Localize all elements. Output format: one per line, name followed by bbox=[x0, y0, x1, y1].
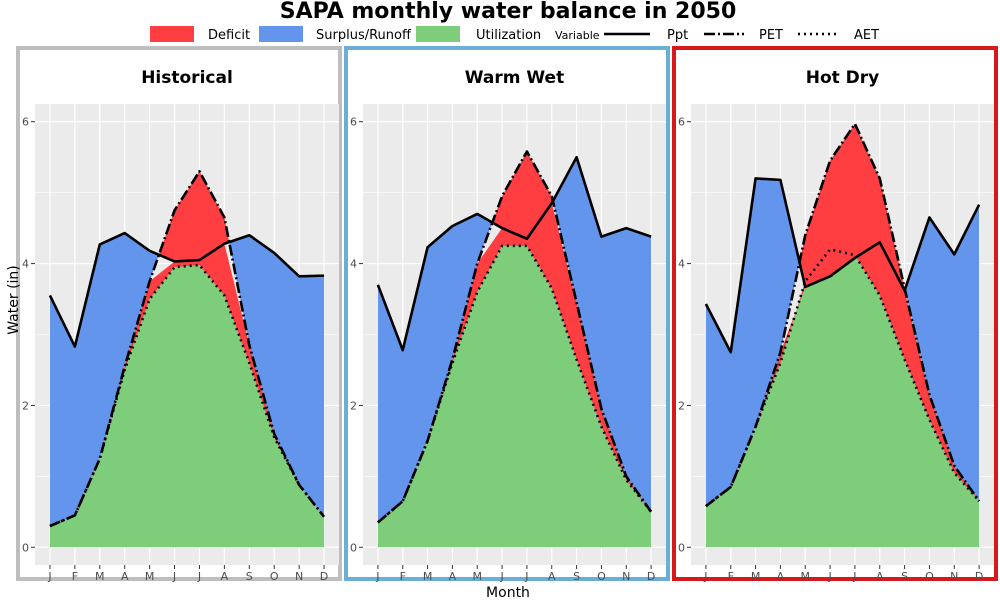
x-tick-label-1-3: A bbox=[449, 570, 457, 583]
y-tick-label-0-3: 6 bbox=[22, 116, 29, 129]
axes-2: 0 2 4 6 J F M A M J J A S O N D bbox=[678, 116, 983, 583]
x-tick-label-1-1: F bbox=[400, 570, 406, 583]
areas-1 bbox=[377, 151, 652, 548]
axes-0: 0 2 4 6 J F M A M J J A S O N D bbox=[22, 116, 328, 583]
pet-line-1 bbox=[377, 150, 653, 524]
x-tick-label-0-11: D bbox=[320, 570, 328, 583]
x-tick-label-2-1: F bbox=[728, 570, 734, 583]
y-tick-label-0-2: 4 bbox=[22, 258, 29, 271]
utilization-area-0 bbox=[49, 264, 325, 548]
areas-0 bbox=[49, 171, 325, 548]
y-tick-label-0-1: 2 bbox=[22, 399, 29, 412]
panel-title-1: Warm Wet bbox=[465, 68, 564, 88]
x-tick-label-1-6: J bbox=[524, 570, 528, 583]
ppt-line-1 bbox=[376, 155, 652, 352]
y-tick-label-1-3: 6 bbox=[350, 116, 357, 129]
lines-1 bbox=[376, 150, 653, 524]
x-tick-label-2-8: S bbox=[901, 570, 908, 583]
x-tick-label-2-10: N bbox=[950, 570, 958, 583]
x-tick-label-2-9: O bbox=[925, 570, 934, 583]
x-tick-label-1-10: N bbox=[622, 570, 630, 583]
legend: Deficit Surplus/Runoff Utilization Variable… bbox=[150, 26, 879, 43]
legend-label-0: Deficit bbox=[208, 28, 250, 43]
x-tick-label-0-9: O bbox=[270, 570, 279, 583]
y-tick-label-1-0: 0 bbox=[350, 541, 357, 554]
surplus-area-0 bbox=[229, 235, 325, 517]
x-tick-label-0-10: N bbox=[295, 570, 303, 583]
x-tick-label-2-5: J bbox=[827, 570, 831, 583]
utilization-area-2 bbox=[705, 249, 980, 548]
panel-1: Warm Wet 0 2 4 6 J F M A M J J A S O N D bbox=[344, 46, 670, 583]
surplus-area-1 bbox=[552, 157, 652, 512]
aet-line-1 bbox=[377, 244, 653, 524]
legend-line-label-1: PET bbox=[759, 28, 783, 43]
x-tick-label-0-5: J bbox=[172, 570, 176, 583]
deficit-band-2 bbox=[705, 242, 980, 507]
x-tick-label-0-6: J bbox=[197, 570, 201, 583]
x-tick-label-1-4: M bbox=[472, 570, 482, 583]
surplus-area-1 bbox=[377, 213, 493, 523]
x-tick-label-0-2: M bbox=[95, 570, 105, 583]
y-tick-label-2-0: 0 bbox=[678, 541, 685, 554]
x-tick-label-2-2: M bbox=[751, 570, 761, 583]
lines-0 bbox=[48, 170, 326, 528]
y-tick-label-0-0: 0 bbox=[22, 541, 29, 554]
panel-2: Hot Dry 0 2 4 6 J F M A M J J A S O N D bbox=[672, 46, 998, 583]
y-tick-label-2-1: 2 bbox=[678, 399, 685, 412]
legend-swatch-0 bbox=[150, 26, 194, 42]
x-axis-label: Month bbox=[486, 585, 530, 600]
utilization-area-1 bbox=[377, 245, 652, 548]
surplus-area-2 bbox=[904, 204, 980, 502]
y-tick-label-1-2: 4 bbox=[350, 258, 357, 271]
deficit-area-1 bbox=[492, 151, 553, 239]
x-tick-label-0-1: F bbox=[72, 570, 78, 583]
lines-2 bbox=[704, 122, 981, 508]
x-tick-label-2-3: A bbox=[777, 570, 785, 583]
x-tick-label-2-4: M bbox=[800, 570, 810, 583]
legend-title: Variable bbox=[555, 29, 600, 42]
legend-line-label-0: Ppt bbox=[667, 28, 688, 43]
x-tick-label-0-7: A bbox=[221, 570, 229, 583]
x-tick-label-1-8: S bbox=[573, 570, 580, 583]
x-tick-label-0-8: S bbox=[246, 570, 253, 583]
panels: Historical 0 2 4 6 J F M A M J J A S O N D Warm Wet 0 2 4 6 J F… bbox=[16, 46, 998, 583]
x-tick-label-1-0: J bbox=[375, 570, 379, 583]
y-tick-label-1-1: 2 bbox=[350, 399, 357, 412]
axes-1: 0 2 4 6 J F M A M J J A S O N D bbox=[350, 116, 655, 583]
ppt-line-0 bbox=[48, 231, 325, 348]
panel-title-0: Historical bbox=[141, 68, 233, 88]
legend-label-1: Surplus/Runoff bbox=[316, 28, 412, 43]
surplus-area-2 bbox=[705, 178, 800, 507]
legend-line-label-2: AET bbox=[854, 28, 879, 43]
panel-0: Historical 0 2 4 6 J F M A M J J A S O N D bbox=[16, 46, 342, 583]
legend-label-2: Utilization bbox=[476, 28, 541, 43]
pet-line-0 bbox=[49, 170, 326, 528]
legend-swatch-2 bbox=[416, 26, 460, 42]
surplus-area-0 bbox=[49, 233, 159, 526]
x-tick-label-1-5: J bbox=[499, 570, 503, 583]
x-tick-label-1-2: M bbox=[423, 570, 433, 583]
panel-title-2: Hot Dry bbox=[806, 68, 880, 88]
x-tick-label-1-11: D bbox=[647, 570, 655, 583]
x-tick-label-0-3: A bbox=[121, 570, 129, 583]
chart-title: SAPA monthly water balance in 2050 bbox=[280, 0, 737, 24]
x-tick-label-1-7: A bbox=[548, 570, 556, 583]
pet-line-2 bbox=[705, 122, 981, 508]
x-tick-label-0-0: J bbox=[47, 570, 51, 583]
x-tick-label-2-6: J bbox=[852, 570, 856, 583]
legend-swatch-1 bbox=[259, 26, 303, 42]
x-tick-label-0-4: M bbox=[145, 570, 155, 583]
x-tick-label-2-0: J bbox=[703, 570, 707, 583]
x-tick-label-2-11: D bbox=[975, 570, 983, 583]
y-tick-label-2-3: 6 bbox=[678, 116, 685, 129]
y-axis-label: Water (in) bbox=[6, 265, 22, 335]
x-tick-label-2-7: A bbox=[876, 570, 884, 583]
areas-2 bbox=[705, 123, 980, 548]
deficit-area-2 bbox=[799, 123, 905, 291]
y-tick-label-2-2: 4 bbox=[678, 258, 685, 271]
x-tick-label-1-9: O bbox=[597, 570, 606, 583]
ppt-line-2 bbox=[704, 177, 981, 354]
